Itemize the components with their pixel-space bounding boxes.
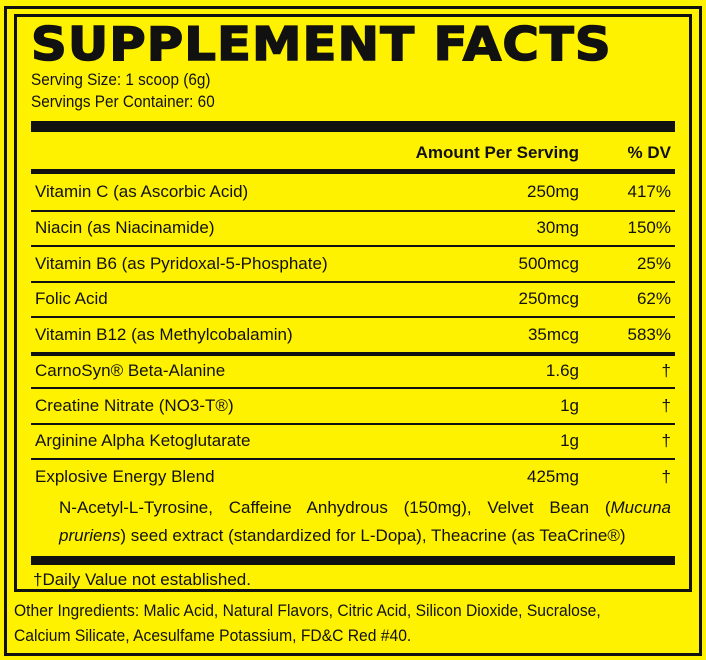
panel-title: SUPPLEMENT FACTS [30, 17, 612, 71]
nutrient-name: Niacin (as Niacinamide) [35, 218, 215, 238]
nutrient-dv: † [661, 395, 671, 415]
dv-header: % DV [627, 143, 671, 162]
nutrient-dv: † [661, 431, 671, 451]
nutrient-row: Arginine Alpha Ketoglutarate 1g † [31, 422, 675, 459]
nutrient-amount: 425mg [527, 466, 579, 486]
nutrient-dv: † [661, 361, 671, 381]
nutrient-dv: 417% [627, 181, 671, 201]
nutrient-name: Explosive Energy Blend [35, 466, 215, 486]
nutrient-row: Vitamin B12 (as Methylcobalamin) 35mcg 583… [31, 316, 675, 352]
nutrient-dv: 583% [627, 324, 671, 344]
blend-ingredients: N-Acetyl-L-Tyrosine, Caffeine Anhydrous … [59, 497, 671, 545]
nutrient-row: Explosive Energy Blend 425mg † [31, 458, 675, 494]
nutrient-name: Folic Acid [35, 289, 108, 309]
nutrient-dv: 62% [636, 289, 671, 309]
nutrient-amount: 35mcg [527, 324, 579, 344]
nutrient-amount: 30mg [536, 218, 579, 238]
nutrient-row: Vitamin B6 (as Pyridoxal-5-Phosphate) 500… [31, 245, 675, 281]
nutrient-dv: † [661, 466, 671, 486]
nutrient-name: Arginine Alpha Ketoglutarate [35, 431, 251, 451]
nutrient-row: Folic Acid 250mcg 62% [31, 280, 675, 317]
nutrient-dv: 25% [636, 253, 671, 273]
serving-size: Serving Size: 1 scoop (6g) [31, 70, 211, 89]
nutrient-amount: 1.6g [545, 361, 579, 381]
nutrient-amount: 1g [560, 395, 579, 415]
servings-per-container: Servings Per Container: 60 [31, 92, 215, 111]
column-header: Amount Per Serving % DV [31, 132, 675, 169]
thick-divider [31, 121, 675, 132]
amount-header: Amount Per Serving [415, 143, 579, 162]
thick-divider-bottom [31, 555, 675, 565]
nutrient-name: Vitamin C (as Ascorbic Acid) [35, 181, 249, 201]
nutrient-row: Vitamin C (as Ascorbic Acid) 250mg 417% [31, 174, 675, 210]
footnote: †Daily Value not established. [33, 569, 251, 589]
nutrient-name: Vitamin B12 (as Methylcobalamin) [35, 324, 293, 344]
nutrient-amount: 250mcg [518, 289, 579, 309]
nutrient-row: CarnoSyn® Beta-Alanine 1.6g † [31, 351, 675, 388]
nutrient-dv: 150% [627, 218, 671, 238]
header-divider [31, 169, 675, 174]
nutrient-row: Niacin (as Niacinamide) 30mg 150% [31, 209, 675, 246]
nutrient-amount: 500mcg [518, 253, 579, 273]
nutrient-name: CarnoSyn® Beta-Alanine [35, 361, 226, 381]
nutrient-amount: 250mg [527, 181, 579, 201]
nutrient-name: Creatine Nitrate (NO3-T®) [35, 395, 234, 415]
supplement-facts-panel: SUPPLEMENT FACTS Serving Size: 1 scoop (… [14, 14, 692, 592]
nutrient-amount: 1g [560, 431, 579, 451]
other-ingredients: Other Ingredients: Malic Acid, Natural F… [14, 601, 601, 645]
nutrient-name: Vitamin B6 (as Pyridoxal-5-Phosphate) [35, 253, 328, 273]
nutrient-row: Creatine Nitrate (NO3-T®) 1g † [31, 387, 675, 423]
label-outer-border [4, 6, 702, 656]
